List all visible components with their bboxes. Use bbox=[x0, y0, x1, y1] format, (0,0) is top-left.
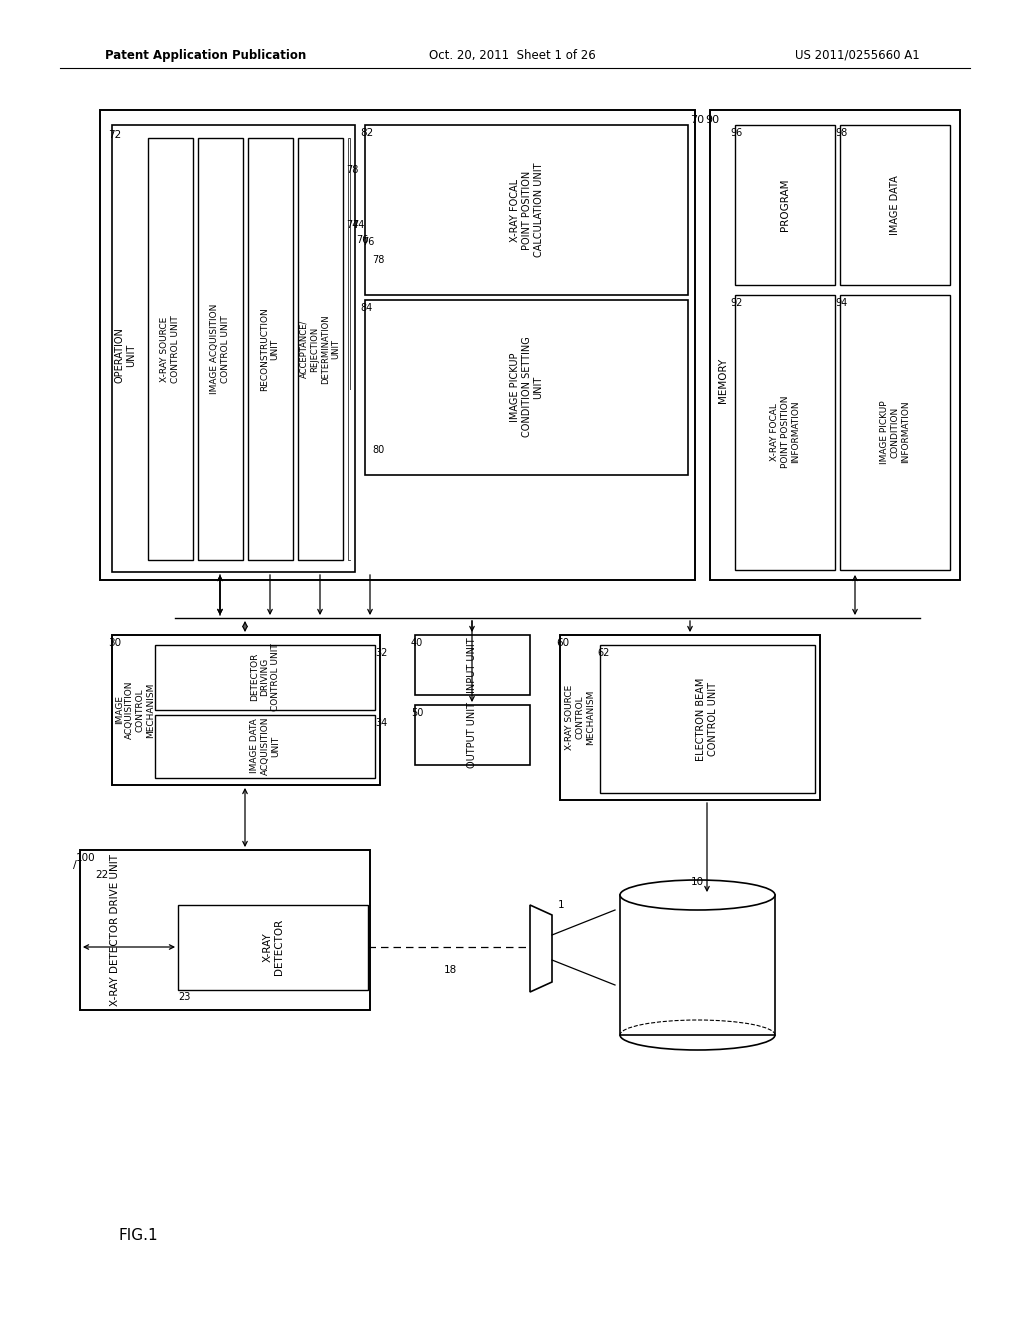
Bar bbox=[350, 389, 352, 560]
Bar bbox=[840, 125, 950, 285]
Text: 18: 18 bbox=[443, 965, 457, 975]
Bar bbox=[198, 139, 243, 560]
Text: US 2011/0255660 A1: US 2011/0255660 A1 bbox=[796, 49, 920, 62]
Bar bbox=[112, 125, 355, 572]
Text: IMAGE DATA
ACQUISITION
UNIT: IMAGE DATA ACQUISITION UNIT bbox=[250, 717, 280, 775]
Text: X-RAY DETECTOR DRIVE UNIT: X-RAY DETECTOR DRIVE UNIT bbox=[110, 854, 120, 1006]
Text: 40: 40 bbox=[411, 638, 423, 648]
Text: MEMORY: MEMORY bbox=[718, 358, 728, 403]
Text: 84: 84 bbox=[360, 304, 373, 313]
Text: 10: 10 bbox=[691, 876, 705, 887]
Text: 92: 92 bbox=[730, 298, 742, 308]
Text: 76: 76 bbox=[362, 238, 375, 247]
Text: OPERATION
UNIT: OPERATION UNIT bbox=[115, 327, 136, 383]
Bar bbox=[735, 125, 835, 285]
Bar bbox=[298, 139, 343, 560]
Text: 78: 78 bbox=[372, 255, 384, 265]
Bar bbox=[348, 139, 350, 560]
Text: 34: 34 bbox=[375, 718, 387, 729]
Bar bbox=[248, 139, 293, 560]
Bar bbox=[415, 635, 530, 696]
Bar bbox=[415, 705, 530, 766]
Text: X-RAY SOURCE
CONTROL UNIT: X-RAY SOURCE CONTROL UNIT bbox=[161, 315, 179, 383]
Text: 82: 82 bbox=[360, 128, 374, 139]
Bar bbox=[365, 125, 688, 294]
Bar bbox=[735, 294, 835, 570]
Text: 1: 1 bbox=[558, 900, 564, 909]
Text: DETECTOR
DRIVING
CONTROL UNIT: DETECTOR DRIVING CONTROL UNIT bbox=[250, 643, 280, 711]
Text: 72: 72 bbox=[108, 129, 121, 140]
Text: PROGRAM: PROGRAM bbox=[780, 178, 790, 231]
Text: 90: 90 bbox=[705, 115, 719, 125]
Bar bbox=[155, 645, 375, 710]
Text: 32: 32 bbox=[375, 648, 387, 657]
Text: 94: 94 bbox=[835, 298, 847, 308]
Text: 80: 80 bbox=[372, 445, 384, 455]
Text: 23: 23 bbox=[178, 993, 190, 1002]
Text: OUTPUT UNIT: OUTPUT UNIT bbox=[467, 702, 477, 768]
Bar bbox=[600, 645, 815, 793]
Text: ACCEPTANCE/
REJECTION
DETERMINATION
UNIT: ACCEPTANCE/ REJECTION DETERMINATION UNIT bbox=[300, 314, 340, 384]
Bar bbox=[710, 110, 961, 579]
Text: FIG.1: FIG.1 bbox=[118, 1228, 158, 1242]
Text: RECONSTRUCTION
UNIT: RECONSTRUCTION UNIT bbox=[260, 308, 280, 391]
Bar bbox=[155, 715, 375, 777]
Text: 50: 50 bbox=[411, 708, 423, 718]
Polygon shape bbox=[530, 906, 552, 993]
Text: 30: 30 bbox=[108, 638, 121, 648]
Text: INPUT UNIT: INPUT UNIT bbox=[467, 638, 477, 693]
Text: ELECTRON BEAM
CONTROL UNIT: ELECTRON BEAM CONTROL UNIT bbox=[696, 677, 718, 760]
Text: 100: 100 bbox=[76, 853, 95, 863]
Text: 60: 60 bbox=[556, 638, 569, 648]
Text: IMAGE PICKUP
CONDITION SETTING
UNIT: IMAGE PICKUP CONDITION SETTING UNIT bbox=[510, 337, 544, 437]
Bar bbox=[620, 895, 775, 1035]
Bar bbox=[112, 635, 380, 785]
Text: 62: 62 bbox=[597, 648, 609, 657]
Text: Patent Application Publication: Patent Application Publication bbox=[105, 49, 306, 62]
Bar bbox=[80, 850, 370, 1010]
Bar bbox=[178, 906, 368, 990]
Text: IMAGE PICKUP
CONDITION
INFORMATION: IMAGE PICKUP CONDITION INFORMATION bbox=[880, 400, 910, 463]
Text: X-RAY FOCAL
POINT POSITION
INFORMATION: X-RAY FOCAL POINT POSITION INFORMATION bbox=[770, 396, 800, 469]
Bar bbox=[148, 139, 193, 560]
Text: 70: 70 bbox=[690, 115, 705, 125]
Text: 98: 98 bbox=[835, 128, 847, 139]
Text: IMAGE ACQUISITION
CONTROL UNIT: IMAGE ACQUISITION CONTROL UNIT bbox=[210, 304, 229, 395]
Text: X-RAY SOURCE
CONTROL
MECHANISM: X-RAY SOURCE CONTROL MECHANISM bbox=[565, 684, 595, 750]
Text: 74: 74 bbox=[346, 220, 358, 230]
Text: X-RAY FOCAL
POINT POSITION
CALCULATION UNIT: X-RAY FOCAL POINT POSITION CALCULATION U… bbox=[510, 162, 544, 257]
Text: Oct. 20, 2011  Sheet 1 of 26: Oct. 20, 2011 Sheet 1 of 26 bbox=[429, 49, 595, 62]
Text: 96: 96 bbox=[730, 128, 742, 139]
Bar bbox=[840, 294, 950, 570]
Text: 22: 22 bbox=[95, 870, 109, 880]
Ellipse shape bbox=[620, 880, 775, 909]
Bar bbox=[560, 635, 820, 800]
Bar bbox=[100, 110, 695, 579]
Text: X-RAY
DETECTOR: X-RAY DETECTOR bbox=[262, 919, 284, 975]
Bar bbox=[365, 300, 688, 475]
Text: IMAGE DATA: IMAGE DATA bbox=[890, 176, 900, 235]
Text: /: / bbox=[73, 861, 77, 870]
Text: 78: 78 bbox=[346, 165, 358, 176]
Text: 76: 76 bbox=[356, 235, 369, 246]
Text: 74: 74 bbox=[352, 220, 365, 230]
Text: IMAGE
ACQUISITION
CONTROL
MECHANISM: IMAGE ACQUISITION CONTROL MECHANISM bbox=[115, 681, 155, 739]
